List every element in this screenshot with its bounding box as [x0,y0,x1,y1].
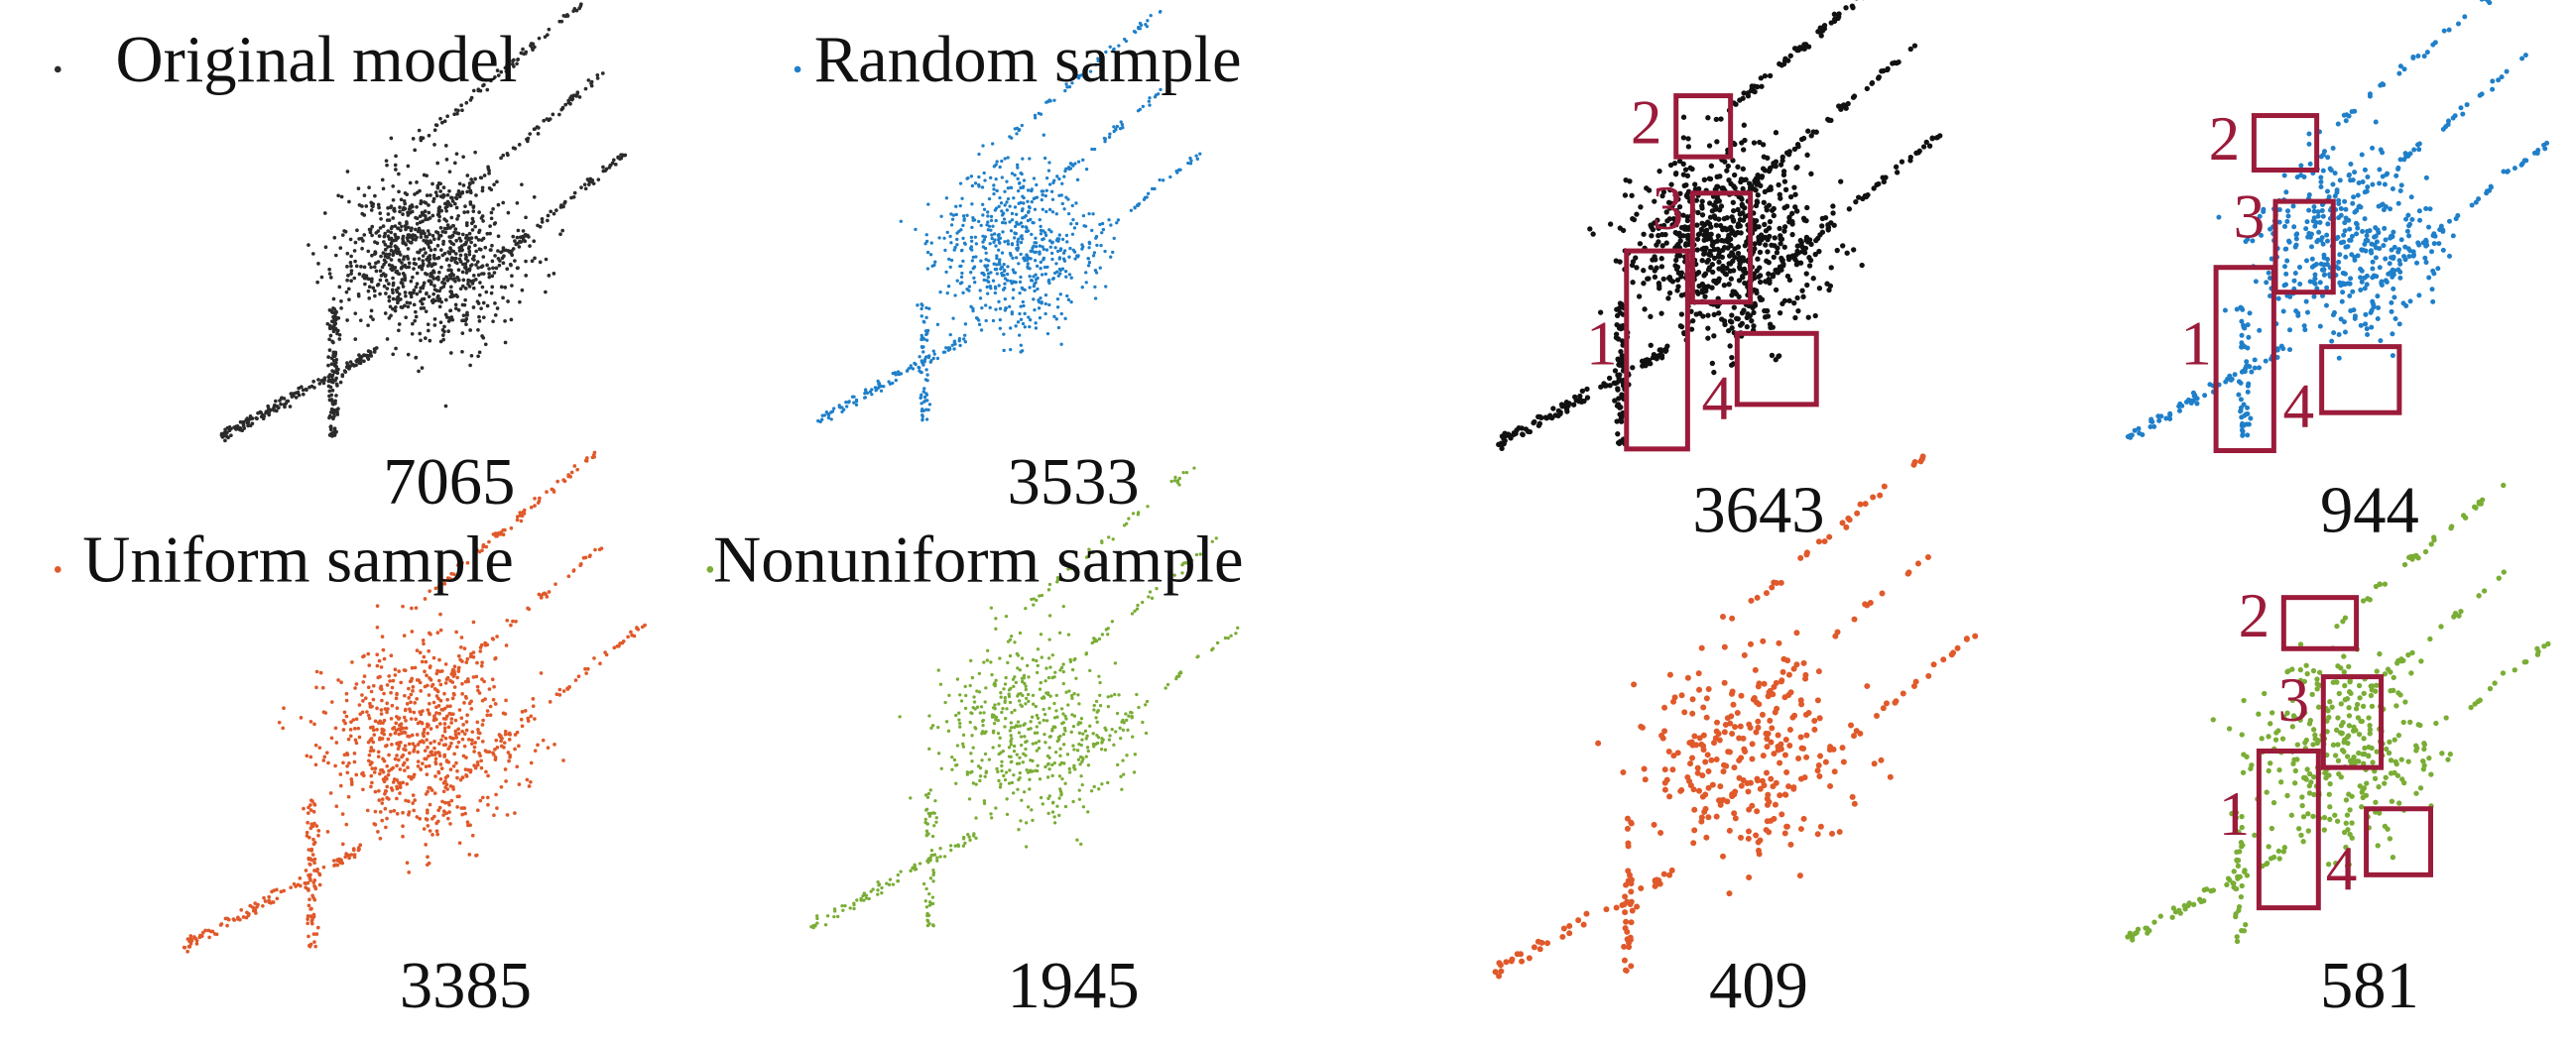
highlight-box [1673,93,1734,160]
box-label: 3 [2278,665,2310,735]
sample-count: 1945 [1008,950,1140,1022]
point-cloud [219,2,628,443]
legend-marker [54,566,61,573]
highlight-box [2272,198,2336,295]
box-label: 3 [2234,181,2266,251]
box-label: 4 [1702,363,1734,432]
legend-marker [794,65,801,73]
legend-label: Uniform sample [82,523,514,596]
box-label: 1 [1586,308,1618,378]
box-label: 3 [1653,174,1684,243]
box-label: 2 [2239,581,2270,650]
sample-count: 3385 [400,950,532,1022]
highlight-box [2319,344,2402,415]
legend-marker [54,65,61,73]
highlight-box [2251,113,2320,173]
highlight-box [1689,190,1754,305]
box-label: 2 [1631,87,1662,157]
sample-count: 3533 [1008,446,1140,519]
legend-label: Original model [116,24,518,96]
legend-label: Random sample [814,24,1242,96]
sample-count: 7065 [383,446,515,519]
highlight-box [2280,595,2360,651]
box-label: 1 [2180,308,2212,378]
highlight-box [2213,265,2276,453]
sample-count: 944 [2320,474,2419,546]
highlight-box [2256,748,2321,911]
box-label: 2 [2209,104,2241,174]
sample-count: 409 [1709,950,1808,1022]
highlight-box [1734,330,1819,407]
point-cloud [809,466,1240,930]
box-label: 4 [2326,834,2358,903]
highlight-box [2364,806,2433,877]
box-label: 1 [2219,779,2251,849]
point-cloud [816,10,1202,424]
point-cloud [1492,453,1979,980]
highlight-box [2320,674,2385,770]
box-label: 4 [2283,372,2315,441]
point-cloud [182,450,647,954]
legend-marker [706,566,714,573]
legend-label: Nonuniform sample [713,523,1243,596]
highlight-box [1624,248,1690,452]
sample-count: 3643 [1692,474,1824,546]
sample-count: 581 [2320,950,2419,1022]
